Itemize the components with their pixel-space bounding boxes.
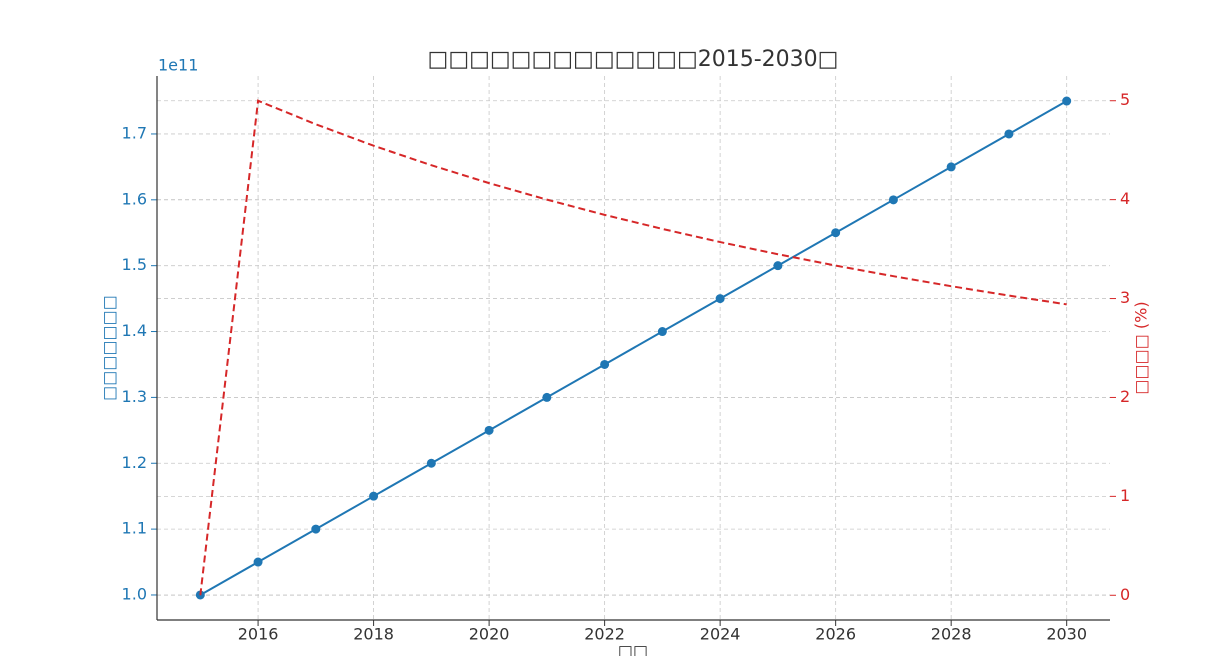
x-tick-label: 2024 bbox=[700, 625, 741, 644]
marker bbox=[311, 524, 321, 534]
y-tick-label: 1.5 bbox=[122, 255, 147, 274]
y-tick-label: 1.7 bbox=[122, 123, 147, 142]
x-tick-label: 2026 bbox=[815, 625, 856, 644]
marker bbox=[253, 557, 263, 567]
x-tick-label: 2022 bbox=[584, 625, 625, 644]
x-tick-label: 2016 bbox=[238, 625, 279, 644]
y2-tick-label: 4 bbox=[1120, 189, 1130, 208]
marker bbox=[831, 228, 841, 238]
x-tick-label: 2018 bbox=[353, 625, 394, 644]
line bbox=[199, 99, 1067, 596]
y-tick-label: 1.4 bbox=[122, 321, 147, 340]
y-tick-label: 1.2 bbox=[122, 453, 147, 472]
chart-title: □□□□□□□□□□□□□2015-2030□ bbox=[428, 47, 839, 72]
marker bbox=[484, 425, 494, 435]
y2-axis-label: □□□□ (%) bbox=[1132, 301, 1151, 394]
marker bbox=[946, 162, 956, 172]
marker bbox=[657, 327, 667, 337]
x-tick-label: 2028 bbox=[931, 625, 972, 644]
marker bbox=[1004, 129, 1014, 139]
marker bbox=[888, 195, 898, 205]
y-tick-label: 1.6 bbox=[122, 189, 147, 208]
marker bbox=[369, 491, 379, 501]
x-tick-label: 2020 bbox=[469, 625, 510, 644]
y-tick-label: 1.0 bbox=[122, 584, 147, 603]
y2-tick-label: 0 bbox=[1120, 585, 1130, 604]
y2-tick-label: 2 bbox=[1120, 387, 1130, 406]
marker bbox=[773, 261, 783, 271]
y-axis-label: □□□□□□□ bbox=[100, 295, 119, 401]
y2-tick-label: 1 bbox=[1120, 486, 1130, 505]
marker bbox=[715, 294, 725, 304]
x-tick-label: 2030 bbox=[1046, 625, 1087, 644]
x-axis-label: □□ bbox=[618, 642, 648, 656]
marker bbox=[426, 458, 436, 468]
y-tick-label: 1.3 bbox=[122, 387, 147, 406]
y-tick-label: 1.1 bbox=[122, 519, 147, 538]
y2-tick-label: 3 bbox=[1120, 288, 1130, 307]
y-offset-label: 1e11 bbox=[158, 56, 198, 75]
line bbox=[199, 100, 1068, 596]
marker bbox=[600, 359, 610, 369]
marker bbox=[1062, 96, 1072, 106]
marker bbox=[542, 392, 552, 402]
y2-tick-label: 5 bbox=[1120, 90, 1130, 109]
